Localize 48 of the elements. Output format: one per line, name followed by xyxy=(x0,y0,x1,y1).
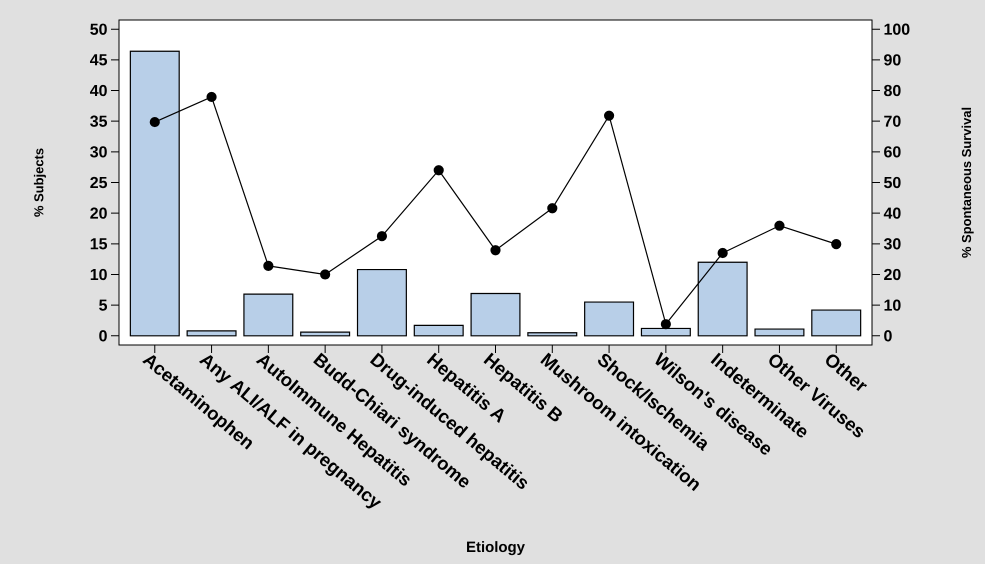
y-tick-label: 25 xyxy=(90,176,108,188)
bar xyxy=(300,332,350,336)
bar xyxy=(186,330,237,336)
y-tick-label: 50 xyxy=(90,24,107,35)
y-tick-label: 5 xyxy=(99,300,108,311)
point xyxy=(490,245,501,256)
y-tick-label: 40 xyxy=(90,84,107,96)
y2-tick-label: 90 xyxy=(884,54,901,66)
bar xyxy=(527,332,578,336)
y2-tick-label: 60 xyxy=(884,146,901,158)
bar xyxy=(356,268,407,336)
point xyxy=(320,269,330,280)
y2-tick-label: 30 xyxy=(884,238,901,250)
bar xyxy=(584,301,634,336)
bar xyxy=(414,324,464,336)
point xyxy=(547,203,558,214)
y2-tick-label: 100 xyxy=(884,24,910,35)
point xyxy=(774,220,785,231)
y2-tick-label: 70 xyxy=(884,116,901,127)
y-tick-label: 20 xyxy=(90,208,107,219)
point xyxy=(206,92,217,102)
y-tick-label: 15 xyxy=(90,238,108,250)
point xyxy=(434,165,444,176)
y2-tick-label: 20 xyxy=(884,268,901,280)
point xyxy=(660,319,671,330)
point xyxy=(263,260,274,271)
point xyxy=(150,117,160,128)
bar xyxy=(754,328,804,336)
bar xyxy=(243,294,294,336)
y2-tick-label: 50 xyxy=(884,176,901,188)
y-tick-label: 30 xyxy=(90,146,107,158)
y-tick-label: 10 xyxy=(90,268,107,280)
point xyxy=(376,231,388,242)
point xyxy=(604,110,614,121)
x-axis-title: Etiology xyxy=(467,541,525,556)
y2-tick-label: 40 xyxy=(884,208,901,219)
point xyxy=(831,239,842,250)
y-tick-label: 45 xyxy=(90,54,108,66)
y-tick-label: 0 xyxy=(99,330,107,342)
y2-axis-title: % Spontaneous Survival xyxy=(962,108,974,258)
y-tick-label: 35 xyxy=(90,116,108,127)
bar xyxy=(470,292,521,336)
bar xyxy=(811,309,862,336)
y2-tick-label: 10 xyxy=(884,300,901,311)
y-axis-title: % Subjects xyxy=(34,148,46,217)
y2-tick-label: 0 xyxy=(884,330,892,342)
point xyxy=(718,248,728,258)
y2-tick-label: 80 xyxy=(884,84,901,96)
